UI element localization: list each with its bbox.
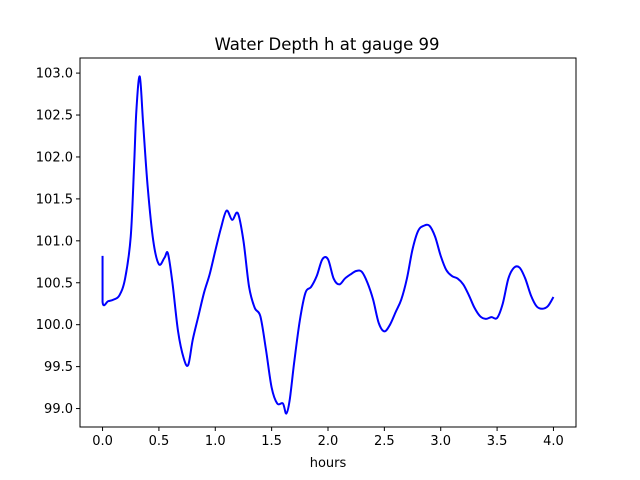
y-tick-label: 99.5	[44, 360, 73, 375]
y-tick-label: 102.0	[36, 150, 73, 165]
x-tick-label: 1.5	[261, 434, 282, 449]
y-tick-label: 101.0	[36, 234, 73, 249]
series-line-0	[101, 75, 555, 415]
x-axis: 0.0 0.5 1.0 1.5 2.0 2.5 3.0 3.5 4.0	[92, 427, 564, 449]
y-tick-label: 100.0	[36, 318, 73, 333]
chart-title: Water Depth h at gauge 99	[215, 35, 440, 54]
x-tick-label: 0.5	[149, 434, 170, 449]
y-tick-label: 99.0	[44, 402, 73, 417]
x-tick-label: 1.0	[205, 434, 226, 449]
y-tick-label: 101.5	[36, 192, 73, 207]
x-tick-label: 3.0	[430, 434, 451, 449]
x-tick-label: 2.0	[318, 434, 339, 449]
y-tick-label: 103.0	[36, 67, 73, 82]
y-tick-label: 102.5	[36, 109, 73, 124]
x-tick-label: 0.0	[92, 434, 113, 449]
y-axis: 99.0 99.5 100.0 100.5 101.0 101.5 102.0 102.5 10…	[36, 67, 80, 417]
x-tick-label: 4.0	[543, 434, 564, 449]
y-tick-label: 100.5	[36, 276, 73, 291]
x-tick-label: 2.5	[374, 434, 395, 449]
plot-area	[101, 75, 555, 415]
x-tick-label: 3.5	[487, 434, 508, 449]
x-axis-label: hours	[310, 456, 347, 471]
